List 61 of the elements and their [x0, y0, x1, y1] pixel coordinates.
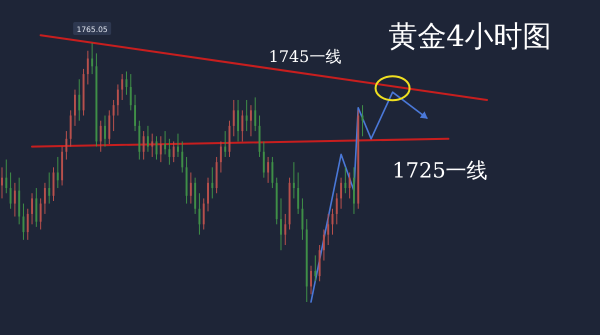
- candlestick: [250, 104, 252, 137]
- candlestick: [104, 115, 106, 148]
- candlestick: [146, 125, 149, 152]
- candlestick: [297, 172, 300, 214]
- candlestick: [262, 140, 265, 178]
- candlestick: [292, 162, 295, 199]
- candlestick: [301, 198, 304, 240]
- candlestick: [31, 192, 34, 225]
- candlestick: [86, 50, 89, 85]
- candlestick: [35, 188, 38, 228]
- candlestick: [44, 182, 46, 214]
- candlestick: [224, 130, 226, 158]
- candlestick: [70, 110, 72, 148]
- chart-title: 黄金4小时图: [388, 19, 552, 53]
- candlestick: [56, 156, 59, 189]
- candlestick: [177, 133, 179, 158]
- candlestick: [52, 166, 54, 202]
- candlestick: [241, 110, 244, 142]
- candlestick: [48, 172, 50, 204]
- candlestick: [40, 198, 42, 230]
- candlestick: [322, 228, 325, 262]
- candlestick: [348, 172, 351, 199]
- candlestick: [271, 156, 274, 189]
- candlestick: [344, 166, 346, 194]
- candlestick: [190, 172, 192, 204]
- candlestick: [142, 130, 145, 160]
- candlestick: [108, 110, 110, 145]
- candlestick: [121, 74, 124, 100]
- annotation: 1725一线: [392, 158, 488, 182]
- candlestick: [91, 42, 94, 75]
- candlestick: [280, 198, 282, 251]
- candlestick: [65, 130, 68, 160]
- annotation: 1745一线: [268, 47, 342, 66]
- candlestick: [332, 208, 334, 236]
- candlestick: [314, 254, 316, 282]
- candlestick: [172, 140, 175, 163]
- candlestick: [327, 213, 330, 246]
- candlestick: [211, 166, 214, 199]
- candlestick: [14, 182, 16, 218]
- candlestick: [207, 177, 209, 212]
- candlestick: [74, 89, 76, 126]
- candlestick: [112, 99, 115, 132]
- candlestick: [160, 136, 162, 163]
- candlestick: [5, 159, 8, 194]
- candlestick: [1, 166, 3, 199]
- candlestick: [198, 192, 200, 236]
- candlestick: [246, 99, 248, 132]
- candlestick: [22, 203, 24, 240]
- candlestick: [156, 136, 158, 160]
- candlestick: [126, 70, 128, 96]
- candlestick: [116, 84, 119, 116]
- candlestick: [237, 99, 240, 142]
- candlestick: [168, 138, 170, 166]
- candlestick: [10, 172, 12, 210]
- candlestick: [164, 130, 166, 155]
- candlestick: [340, 177, 342, 210]
- candlestick: [267, 156, 270, 184]
- candlestick: [362, 104, 364, 137]
- candlestick: [220, 140, 222, 173]
- candlestick: [310, 265, 312, 295]
- candlestick: [134, 94, 136, 132]
